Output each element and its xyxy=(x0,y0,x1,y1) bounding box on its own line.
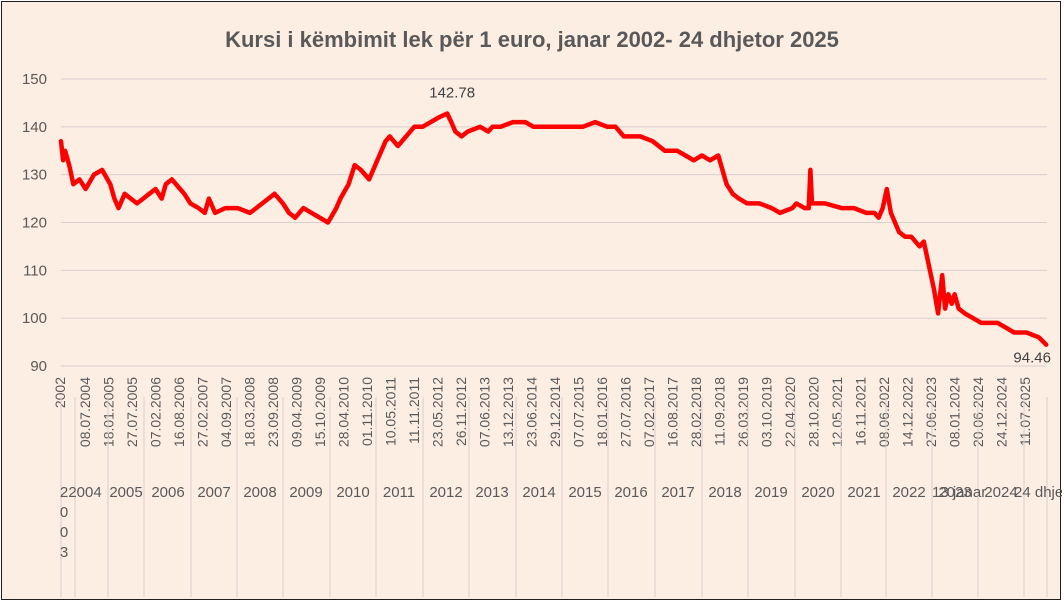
annotation-max: 142.78 xyxy=(429,85,475,102)
x-tick-label: 16.08.2006 xyxy=(171,377,187,447)
x-tick-label: 11.09.2018 xyxy=(712,377,728,446)
x-tick-label: 13.12.2013 xyxy=(500,377,516,447)
x-year-label: 2009 xyxy=(289,484,322,501)
x-tick-label: 04.09.2007 xyxy=(218,377,234,447)
x-axis-year-labels: 2 0 0 3 2004 2005 2006 2007 2008 2009 2010 2011 2012… xyxy=(60,397,1062,597)
x-year-label: 2024 xyxy=(984,484,1017,501)
x-year-label: 2023 xyxy=(938,484,971,501)
y-tick-label: 130 xyxy=(22,167,47,184)
x-tick-label: 16.11.2021 xyxy=(853,377,869,446)
chart-title: Kursi i këmbimit lek për 1 euro, janar 2… xyxy=(225,27,839,52)
x-year-label: 2017 xyxy=(661,484,694,501)
x-tick-label: 23.05.2012 xyxy=(430,377,446,447)
x-tick-label: 14.12.2022 xyxy=(900,377,916,447)
x-year-label: 2012 xyxy=(429,484,462,501)
x-year-label: 2019 xyxy=(754,484,787,501)
x-year-label: 2018 xyxy=(708,484,741,501)
x-year-label: 2007 xyxy=(197,484,230,501)
y-tick-label: 140 xyxy=(22,119,47,136)
x-tick-label: 12.05.2021 xyxy=(829,377,845,447)
x-year-label: 2004 xyxy=(68,484,101,501)
x-tick-label: 08.01.2024 xyxy=(947,377,963,447)
x-tick-label: 27.07.2005 xyxy=(124,377,140,447)
x-year-label: 2014 xyxy=(522,484,555,501)
series-layer xyxy=(58,111,1049,347)
x-year-label: 2022 xyxy=(892,484,925,501)
x-axis-date-ticks: 200208.07.200418.01.200527.07.200507.02.… xyxy=(52,377,1033,447)
x-year-label: 2010 xyxy=(336,484,369,501)
x-tick-label: 08.06.2022 xyxy=(876,377,892,447)
x-tick-label: 07.02.2006 xyxy=(148,377,164,447)
x-year-label-stacked: 0 xyxy=(60,524,68,541)
x-tick-label: 28.02.2018 xyxy=(688,377,704,447)
x-year-label: 2013 xyxy=(475,484,508,501)
gridlines xyxy=(61,78,1047,367)
x-year-label: 2015 xyxy=(568,484,601,501)
x-tick-label: 23.06.2014 xyxy=(524,377,540,447)
x-year-label-end: 24 dhjetor xyxy=(1014,484,1062,501)
x-tick-label: 08.07.2004 xyxy=(77,377,93,447)
x-tick-label: 01.11.2010 xyxy=(359,377,375,446)
x-tick-label: 29.12.2014 xyxy=(547,377,563,447)
y-tick-label: 150 xyxy=(22,71,47,88)
x-tick-label: 2002 xyxy=(52,377,68,408)
x-tick-label: 15.10.2009 xyxy=(312,377,328,447)
x-tick-label: 09.04.2009 xyxy=(289,377,305,447)
x-tick-label: 27.07.2016 xyxy=(618,377,634,447)
x-tick-label: 18.01.2016 xyxy=(594,377,610,447)
x-year-label: 2006 xyxy=(151,484,184,501)
x-tick-label: 26.03.2019 xyxy=(735,377,751,447)
x-tick-label: 26.11.2012 xyxy=(453,377,469,446)
x-year-label: 2005 xyxy=(109,484,142,501)
y-tick-label: 100 xyxy=(22,310,47,327)
x-year-label-stacked: 3 xyxy=(60,544,68,561)
x-year-label: 2011 xyxy=(383,484,415,501)
x-tick-label: 27.06.2023 xyxy=(923,377,939,447)
x-year-label-stacked: 2 xyxy=(60,484,68,501)
x-tick-label: 27.02.2007 xyxy=(195,377,211,447)
y-tick-label: 120 xyxy=(22,215,47,232)
x-year-label: 2021 xyxy=(847,484,880,501)
x-tick-label: 22.04.2020 xyxy=(782,377,798,447)
x-tick-label: 23.09.2008 xyxy=(265,377,281,447)
x-tick-label: 28.04.2010 xyxy=(336,377,352,447)
x-year-label: 2008 xyxy=(243,484,276,501)
x-year-label-stacked: 0 xyxy=(60,504,68,521)
y-axis-ticks: 90 100 110 120 130 140 150 xyxy=(22,71,47,375)
series-line xyxy=(58,111,1049,347)
x-year-label-overlap: 13 janar xyxy=(932,484,986,501)
x-tick-label: 10.05.2011 xyxy=(383,377,399,446)
x-tick-label: 07.06.2013 xyxy=(477,377,493,447)
x-tick-label: 16.08.2017 xyxy=(665,377,681,447)
x-tick-label: 07.07.2015 xyxy=(571,377,587,447)
x-year-label: 2020 xyxy=(801,484,834,501)
y-tick-label: 110 xyxy=(23,262,47,279)
x-tick-label: 24.12.2024 xyxy=(994,377,1010,447)
annotations: 142.78 94.46 xyxy=(429,85,1051,367)
x-tick-label: 28.10.2020 xyxy=(806,377,822,447)
x-tick-label: 11.07.2025 xyxy=(1017,377,1033,446)
y-tick-label: 90 xyxy=(30,358,47,375)
annotation-last: 94.46 xyxy=(1013,350,1051,367)
x-tick-label: 07.02.2017 xyxy=(641,377,657,447)
x-tick-label: 11.11.2011 xyxy=(406,377,422,444)
x-year-label: 2016 xyxy=(614,484,647,501)
x-tick-label: 18.03.2008 xyxy=(242,377,258,447)
x-tick-label: 03.10.2019 xyxy=(759,377,775,447)
